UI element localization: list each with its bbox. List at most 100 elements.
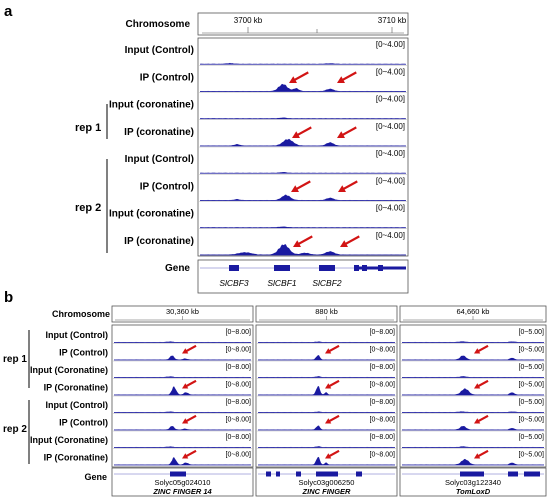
- panel-b-track-range: [0~8.00]: [226, 434, 252, 441]
- panel-a-gene-exon: [362, 265, 367, 271]
- panel-a-track-label: IP (Control): [140, 181, 194, 192]
- panel-b-gene-name: TomLoxD: [456, 487, 491, 496]
- panel-a-track-range: [0~4.00]: [376, 122, 405, 131]
- panel-a-gene-box: [197, 259, 409, 294]
- panel-b-track-label: Input (Control): [46, 330, 108, 340]
- panel-b-peak-arrow-head: [325, 348, 332, 354]
- panel-b-gene-box: [399, 467, 547, 497]
- panel-b-track-range: [0~8.00]: [226, 452, 252, 459]
- panel-b-peak-arrow-head: [182, 383, 189, 389]
- panel-a-track-label: IP (coronatine): [124, 127, 194, 138]
- panel-a-tracks: Input (Control) [0~4.00] IP (Control) [0~4.…: [109, 40, 408, 256]
- panel-b-track-range: [0~5.00]: [519, 452, 545, 459]
- panel-b-columns: 30,360 kb [0~8.00] [0~8.00] [0~8.00] [0~8.00…: [111, 305, 547, 497]
- panel-b-peak-arrow: [327, 414, 340, 423]
- panel-b-peak-arrow-head: [474, 348, 481, 354]
- panel-b-peak-arrow: [184, 379, 197, 388]
- panel-a-track-label: IP (Control): [140, 72, 194, 83]
- panel-a-track-range: [0~4.00]: [376, 67, 405, 76]
- panel-b-track-range: [0~8.00]: [226, 399, 252, 406]
- panel-b-peak-arrow-head: [182, 348, 189, 354]
- panel-a-gene-exon: [229, 265, 239, 271]
- panel-b-track-label: Input (Control): [46, 400, 108, 410]
- panel-b-signal-track: [258, 456, 395, 465]
- panel-b-track-range: [0~8.00]: [370, 382, 396, 389]
- panel-a-track-range: [0~4.00]: [376, 204, 405, 213]
- panel-b-gene-exon: [508, 471, 518, 477]
- panel-b-coord: 64,660 kb: [457, 307, 490, 316]
- panel-b-gene-id: Solyc03g006250: [299, 478, 355, 487]
- panel-b-gene-exon: [266, 471, 271, 477]
- panel-b-track-label: IP (Control): [59, 418, 108, 428]
- panel-b-track-range: [0~8.00]: [370, 347, 396, 354]
- panel-a-gene-track: SlCBF3 SlCBF1 SlCBF2: [200, 265, 406, 288]
- panel-b-peak-arrow-head: [325, 418, 332, 424]
- panel-b-gene-id: Solyc05g024010: [155, 478, 211, 487]
- panel-b-track-range: [0~5.00]: [519, 329, 545, 336]
- panel-b-signal-track: [402, 458, 544, 465]
- panel-b-track-range: [0~8.00]: [370, 364, 396, 371]
- panel-b-track-range: [0~8.00]: [370, 452, 396, 459]
- panel-a-track-range: [0~4.00]: [376, 95, 405, 104]
- panel-b-track-range: [0~8.00]: [370, 399, 396, 406]
- panel-a-gene-name: SlCBF2: [312, 278, 342, 288]
- panel-a-peak-arrow-head: [337, 131, 345, 138]
- panel-b-signal-track: [258, 425, 395, 430]
- panel-b-column: 64,660 kb [0~5.00] [0~5.00] [0~5.00] [0~5.00…: [399, 305, 547, 497]
- panel-b-track-range: [0~8.00]: [226, 382, 252, 389]
- panel-b-gene-box: [111, 467, 254, 497]
- panel-b-signal-track: [114, 355, 251, 360]
- panel-a-gene-exon: [378, 265, 383, 271]
- panel-a-track-label: Input (coronatine): [109, 100, 194, 111]
- panel-b-peak-arrow: [327, 449, 340, 458]
- panel-a-gene-label: Gene: [165, 263, 190, 274]
- panel-b-rep1-label: rep 1: [3, 354, 27, 365]
- panel-b-gene-id: Solyc03g122340: [445, 478, 501, 487]
- panel-b-track-label: Input (Coronatine): [30, 365, 108, 375]
- panel-a-chromosome-label: Chromosome: [126, 19, 191, 30]
- panel-b-gene-exon: [524, 471, 540, 477]
- panel-a-letter: a: [4, 3, 13, 20]
- panel-b-peak-arrow-head: [182, 418, 189, 424]
- panel-a-coord-2: 3710 kb: [378, 16, 407, 25]
- panel-b-track-range: [0~8.00]: [226, 347, 252, 354]
- panel-b-gene-name: ZINC FINGER: [302, 487, 351, 496]
- panel-b-signal-track: [402, 388, 544, 395]
- panel-a-chromosome-box: [197, 12, 409, 36]
- panel-b-rep2-label: rep 2: [3, 424, 27, 435]
- panel-a-gene-exon: [274, 265, 290, 271]
- panel-b-letter: b: [4, 289, 13, 306]
- panel-a-signal-track: [200, 194, 406, 201]
- panel-a-peak-arrow-head: [338, 185, 346, 192]
- panel-a-gene-name: SlCBF3: [219, 278, 249, 288]
- panel-b-signal-track: [114, 425, 251, 430]
- panel-a-rep2-label: rep 2: [75, 202, 101, 214]
- panel-b-track-range: [0~5.00]: [519, 399, 545, 406]
- panel-a-track-label: Input (coronatine): [109, 209, 194, 220]
- panel-a-gene-exon: [354, 265, 359, 271]
- panel-b-gene-exon: [460, 471, 484, 477]
- panel-a-peak-arrow-head: [289, 76, 297, 83]
- panel-a-signal-track: [200, 83, 406, 92]
- panel-b-peak-arrow: [476, 414, 489, 423]
- panel-b-peak-arrow: [184, 414, 197, 423]
- panel-a-track-range: [0~4.00]: [376, 176, 405, 185]
- panel-b-gene-exon: [276, 471, 280, 477]
- panel-b-track-range: [0~5.00]: [519, 434, 545, 441]
- panel-b-peak-arrow-head: [474, 418, 481, 424]
- panel-b-peak-arrow: [476, 344, 489, 353]
- panel-b-track-label: IP (Control): [59, 348, 108, 358]
- panel-b-signal-track: [258, 386, 395, 395]
- panel-a-track-label: Input (Control): [125, 45, 194, 56]
- panel-a-peak-arrow-head: [291, 185, 299, 192]
- panel-a-track-range: [0~4.00]: [376, 40, 405, 49]
- panel-b-track-range: [0~5.00]: [519, 364, 545, 371]
- panel-b-track-range: [0~5.00]: [519, 382, 545, 389]
- panel-b-track-range: [0~8.00]: [370, 434, 396, 441]
- panel-a-gene-exon: [319, 265, 335, 271]
- panel-b-signal-track: [258, 355, 395, 360]
- panel-b-peak-arrow: [327, 379, 340, 388]
- panel-b-column: 880 kb [0~8.00] [0~8.00] [0~8.00] [0~8.00] [0…: [255, 305, 398, 497]
- panel-b-gene-label: Gene: [84, 472, 107, 482]
